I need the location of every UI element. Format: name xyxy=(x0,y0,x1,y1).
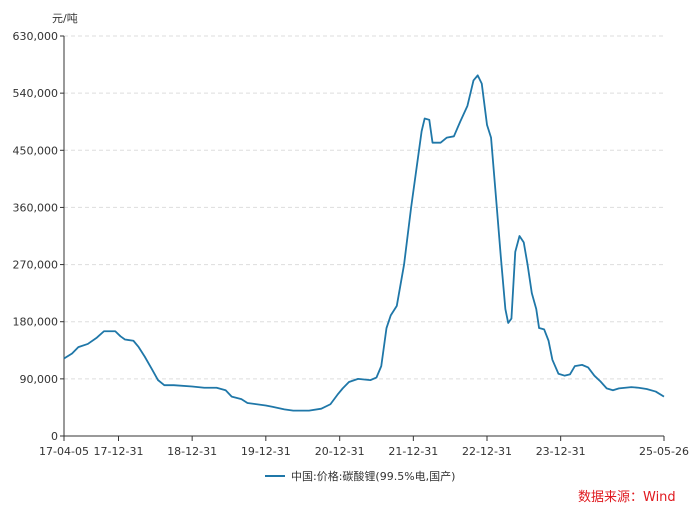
y-tick-label: 360,000 xyxy=(13,201,59,214)
x-tick-label: 19-12-31 xyxy=(241,445,291,458)
series-layer xyxy=(63,74,665,412)
grid-lines xyxy=(64,35,664,380)
x-tick-label: 25-05-26 xyxy=(639,445,689,458)
x-tick-label: 18-12-31 xyxy=(167,445,217,458)
data-source-note: 数据来源：Wind xyxy=(578,490,676,505)
x-tick-label: 20-12-31 xyxy=(315,445,365,458)
y-tick-label: 630,000 xyxy=(13,30,59,43)
legend-swatch xyxy=(265,475,285,477)
legend-label: 中国:价格:碳酸锂(99.5%电,国产) xyxy=(291,470,456,483)
y-tick-label: 0 xyxy=(51,430,58,443)
y-tick-label: 450,000 xyxy=(13,144,59,157)
y-axis-unit-label: 元/吨 xyxy=(52,12,78,25)
y-tick-label: 540,000 xyxy=(13,87,59,100)
y-tick-label: 180,000 xyxy=(13,316,59,329)
series-line-lithium-carbonate xyxy=(63,74,665,412)
axes: 0 90,000 180,000 270,000 360,000 450,000 540,0… xyxy=(13,30,689,458)
y-tick-label: 270,000 xyxy=(13,259,59,272)
legend[interactable]: 中国:价格:碳酸锂(99.5%电,国产) xyxy=(265,468,455,484)
x-tick-label: 22-12-31 xyxy=(462,445,512,458)
x-tick-label: 17-12-31 xyxy=(94,445,144,458)
y-tick-label: 90,000 xyxy=(20,373,59,386)
x-tick-label: 17-04-05 xyxy=(39,445,89,458)
x-tick-label: 23-12-31 xyxy=(536,445,586,458)
x-tick-label: 21-12-31 xyxy=(388,445,438,458)
